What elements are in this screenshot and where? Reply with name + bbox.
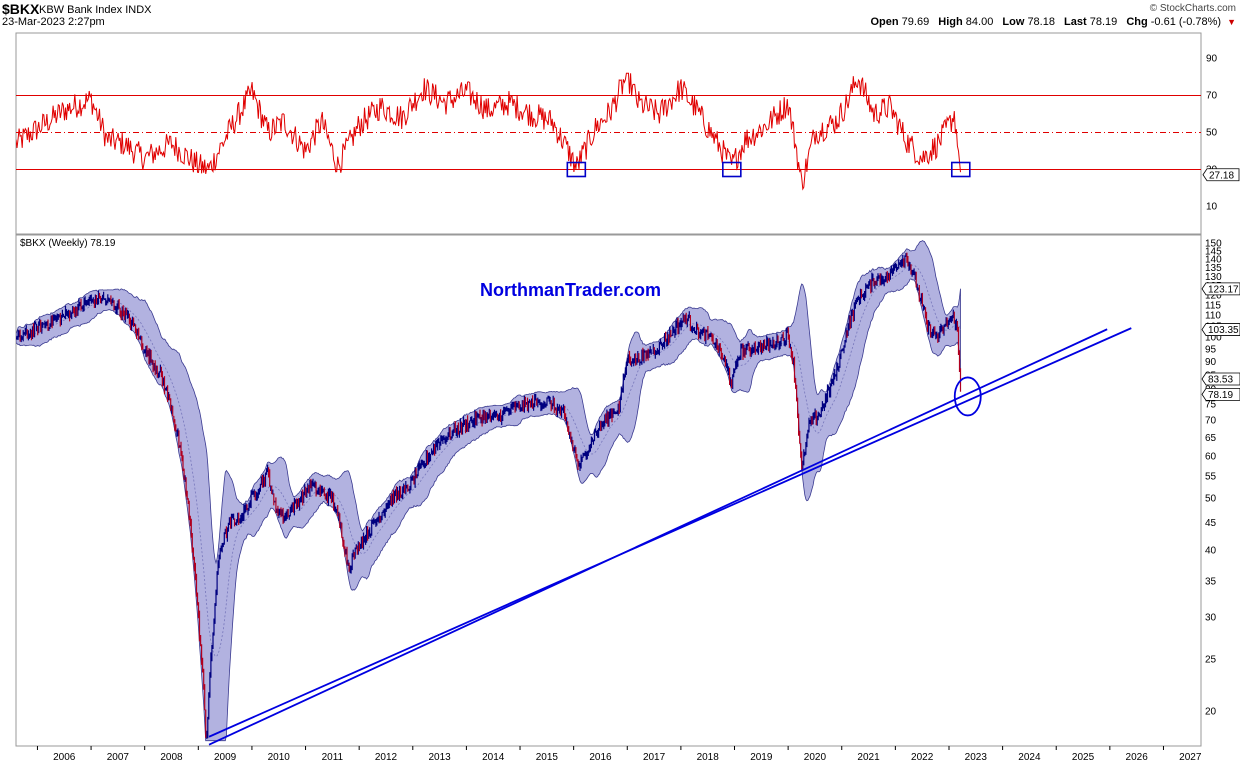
watermark: NorthmanTrader.com [480,280,661,300]
price-tick-label: 150 [1205,239,1222,250]
price-tag-label: 83.53 [1208,375,1233,386]
rsi-frame [15,32,1202,235]
rsi-oversold-box [950,161,971,178]
x-tick-label: 2024 [1018,752,1041,763]
price-bars-down [19,252,962,738]
price-tick-label: 40 [1205,546,1217,557]
index-exchange: INDX [125,4,152,16]
price-tick-label: 70 [1205,416,1217,427]
x-tick-label: 2018 [697,752,720,763]
price-tag-label: 78.19 [1208,390,1233,401]
price-tick-label: 55 [1205,472,1217,483]
price-tick-label: 60 [1205,451,1217,462]
price-tick-label: 145 [1205,246,1222,257]
price-legend: $BKX (Weekly) 78.19 [20,238,116,249]
price-tick-label: 50 [1205,494,1217,505]
price-panel: 1501451401351301251201151101051009590858… [16,239,1240,746]
x-tick-label: 2015 [536,752,559,763]
price-tick-label: 95 [1205,345,1217,356]
rsi-oversold-box [722,161,742,178]
price-tick-label: 130 [1205,272,1222,283]
price-frame [15,234,1202,747]
price-tick-label: 25 [1205,655,1217,666]
x-tick-label: 2012 [375,752,398,763]
price-tag-label: 103.35 [1208,325,1239,336]
price-tick-label: 90 [1205,357,1217,368]
price-tick-label: 115 [1205,300,1221,311]
panel-frames [15,32,1202,747]
band-midline [16,264,961,658]
breakdown-circle [953,376,982,417]
x-tick-label: 2019 [750,752,773,763]
rsi-oversold-box [566,161,587,178]
x-tick-label: 2025 [1072,752,1095,763]
last-label: Last [1064,16,1087,28]
price-tag [1201,372,1240,386]
x-tick-label: 2027 [1179,752,1202,763]
down-arrow-icon: ▼ [1227,17,1236,27]
x-tick-label: 2016 [589,752,612,763]
price-tick-label: 110 [1205,311,1221,322]
price-tick-label: 135 [1205,263,1222,274]
rsi-tick-label: 50 [1206,128,1218,139]
trendline-upper [208,327,1132,738]
low-label: Low [1002,16,1025,28]
price-tick-label: 45 [1205,518,1217,529]
price-tag [1201,387,1240,401]
x-tick-label: 2007 [107,752,130,763]
x-tick-label: 2017 [643,752,666,763]
x-tick-label: 2014 [482,752,505,763]
quote-strip: Open 79.69 High 84.00 Low 78.18 Last 78.… [870,16,1236,28]
x-tick-label: 2020 [804,752,827,763]
price-tag [1201,323,1240,336]
rsi-tick-label: 70 [1206,91,1218,102]
axes: 2006 2007 2008 2009 2010 2011 2012 2013 2014 2015… [36,746,1202,763]
chart-index-name: KBW Bank Index INDX [39,4,152,16]
open-value: 79.69 [901,16,930,28]
x-tick-label: 2013 [428,752,451,763]
price-tick-label: 100 [1205,333,1222,344]
chart-symbol: $BKX [2,1,40,17]
price-tick-label: 75 [1205,400,1217,411]
trendline-lower [208,328,1108,746]
rsi-tick-label: 10 [1206,202,1218,213]
price-tick-label: 120 [1205,290,1222,301]
x-tick-label: 2023 [965,752,988,763]
high-label: High [938,16,963,28]
price-tag [1201,282,1240,296]
price-tick-label: 35 [1205,577,1217,588]
x-tick-label: 2008 [160,752,183,763]
price-tick-label: 140 [1205,255,1222,266]
x-tick-label: 2006 [53,752,76,763]
index-name: KBW Bank Index [39,4,123,16]
price-tick-label: 30 [1205,612,1217,623]
x-tick-label: 2026 [1126,752,1149,763]
price-bars [16,253,957,739]
price-tick-label: 65 [1205,433,1217,444]
rsi-current-tag [1202,168,1240,182]
last-value: 78.19 [1089,16,1118,28]
price-tick-label: 20 [1205,706,1217,717]
high-value: 84.00 [965,16,994,28]
rsi-line [16,72,961,191]
open-label: Open [870,16,899,28]
x-tick-label: 2022 [911,752,934,763]
stockcharts-brand: © StockCharts.com [1149,3,1236,14]
rsi-current-label: 27.18 [1209,171,1234,182]
x-tick-label: 2021 [857,752,880,763]
rsi-panel: 907050301027.18 [16,54,1240,213]
price-tag-label: 123.17 [1208,284,1239,295]
bollinger-band [16,240,961,742]
chg-label: Chg [1126,16,1148,28]
rsi-tick-label: 90 [1206,54,1218,65]
x-tick-label: 2011 [322,752,344,763]
x-tick-label: 2010 [268,752,291,763]
x-tick-label: 2009 [214,752,237,763]
low-value: 78.18 [1027,16,1055,28]
chg-value: -0.61 (-0.78%) [1150,16,1222,28]
chart-timestamp: 23-Mar-2023 2:27pm [2,16,105,28]
